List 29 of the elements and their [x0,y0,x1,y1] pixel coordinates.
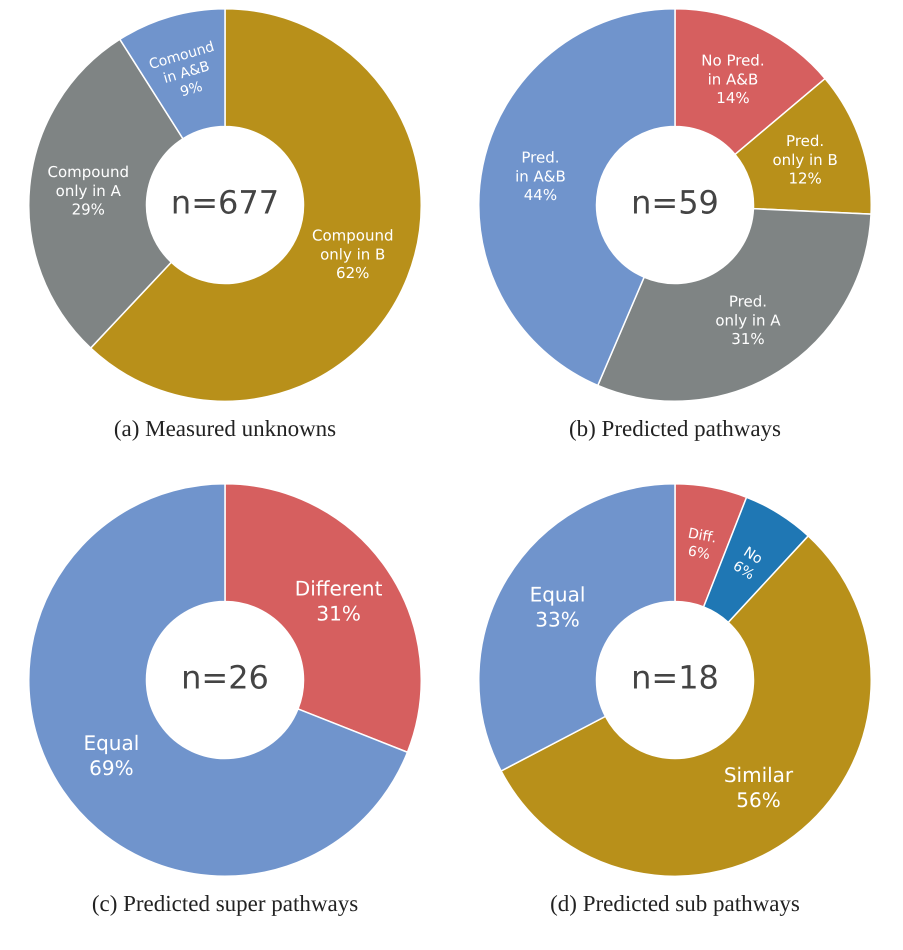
text: (b) Predicted pathways [568,416,782,442]
slice-label: Pred. only in A [715,292,782,330]
data-label: 56% [736,788,781,812]
data-label: 62% [336,264,370,282]
slice-label: Equal [83,730,140,755]
slice-label: Compound only in B [312,226,394,264]
slice-label: Similar [724,762,794,787]
data-label: 12% [788,170,822,188]
slice-label: Pred. only in B [772,132,838,169]
slice-label: Different [294,576,383,600]
data-label: 31% [731,330,765,348]
text: n=26 [181,658,269,696]
data-label: 29% [72,200,105,219]
data-label: 44% [524,186,558,204]
text: n=677 [170,183,280,222]
data-label: 9% [178,78,204,100]
slice-label: Equal [530,582,586,607]
text: n=59 [631,183,719,222]
text: (d) Predicted sub pathways [550,891,800,917]
text: n=18 [631,658,719,696]
slice-label: No Pred. in A&B [701,52,765,88]
data-label: 14% [716,89,750,108]
slice-label: Compound only in A [47,163,129,200]
text: (c) Predicted super pathways [92,891,358,917]
data-label: 33% [535,608,580,632]
data-label: 69% [89,756,134,780]
text: (a) Measured unknowns [114,416,336,442]
slice-label: Pred. in A&B [515,148,566,186]
data-label: 31% [316,601,361,626]
